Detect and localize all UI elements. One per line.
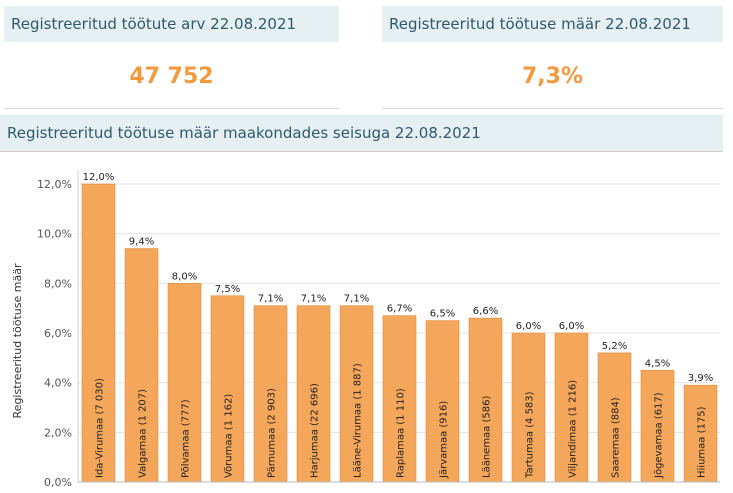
- bar-value-label: 8,0%: [172, 271, 197, 282]
- category-label: Raplamaa (1 110): [396, 388, 407, 478]
- bar: [124, 248, 159, 483]
- y-tick-label: 10,0%: [37, 228, 72, 241]
- bar: [382, 315, 417, 483]
- category-label: Pärnumaa (2 903): [267, 388, 278, 478]
- bar-value-label: 3,9%: [688, 373, 713, 384]
- y-tick-label: 8,0%: [44, 277, 72, 290]
- bar: [210, 295, 245, 483]
- bar-chart: 0,0% 2,0% 4,0% 6,0% 8,0% 10,0% 12,0% Registreer…: [11, 170, 720, 489]
- bar: [253, 305, 288, 483]
- y-tick-label: 4,0%: [44, 377, 72, 390]
- category-label: Harjumaa (22 696): [310, 383, 321, 478]
- bar: [468, 317, 503, 483]
- bar: [81, 183, 116, 483]
- y-axis-title: Registreeritud töötuse määr: [11, 263, 24, 418]
- kpi-card-unemployment-rate: Registreeritud töötuse määr 22.08.2021 7…: [382, 6, 723, 109]
- y-tick-label: 12,0%: [37, 178, 72, 191]
- bar: [511, 332, 546, 483]
- bar: [296, 305, 331, 483]
- category-label: Tartumaa (4 583): [525, 391, 536, 479]
- kpi-title: Registreeritud töötute arv 22.08.2021: [4, 6, 339, 42]
- category-label: Jõgevamaa (617): [654, 392, 665, 479]
- category-label: Võrumaa (1 162): [224, 394, 235, 478]
- category-label: Läänemaa (586): [482, 396, 493, 478]
- chart-section-title: Registreeritud töötuse määr maakondades …: [0, 115, 723, 152]
- category-label: Lääne-Virumaa (1 887): [353, 363, 364, 478]
- bar-value-label: 6,0%: [516, 321, 541, 332]
- bar-value-label: 6,0%: [559, 321, 584, 332]
- category-label: Ida-Virumaa (7 030): [95, 378, 106, 478]
- bar-value-label: 6,5%: [430, 309, 455, 320]
- category-label: Viljandimaa (1 216): [568, 380, 579, 478]
- category-label: Hiiumaa (175): [697, 406, 708, 478]
- bar: [640, 369, 675, 483]
- category-label: Järvamaa (916): [439, 401, 450, 479]
- bar-value-label: 6,7%: [387, 304, 412, 315]
- category-label: Saaremaa (884): [611, 397, 622, 478]
- bar: [683, 384, 718, 483]
- bar: [339, 305, 374, 483]
- bar-value-label: 4,5%: [645, 358, 670, 369]
- bar-value-label: 7,1%: [344, 294, 369, 305]
- kpi-card-unemployed-count: Registreeritud töötute arv 22.08.2021 47…: [4, 6, 339, 109]
- bar: [554, 332, 589, 483]
- bar-value-label: 7,5%: [215, 284, 240, 295]
- bar-value-label: 5,2%: [602, 341, 627, 352]
- bar: [167, 283, 202, 483]
- category-label: Põlvamaa (777): [181, 399, 192, 478]
- bar-value-label: 9,4%: [129, 237, 154, 248]
- category-label: Valgamaa (1 207): [138, 389, 149, 478]
- kpi-value: 47 752: [129, 64, 214, 89]
- kpi-value: 7,3%: [521, 64, 583, 89]
- y-tick-label: 2,0%: [44, 426, 72, 439]
- bar-value-label: 7,1%: [258, 294, 283, 305]
- bar-value-label: 6,6%: [473, 306, 498, 317]
- bar-value-label: 7,1%: [301, 294, 326, 305]
- y-tick-label: 6,0%: [44, 327, 72, 340]
- bar-value-label: 12,0%: [83, 172, 115, 183]
- y-tick-label: 0,0%: [44, 476, 72, 489]
- bar: [597, 352, 632, 483]
- kpi-title: Registreeritud töötuse määr 22.08.2021: [382, 6, 723, 42]
